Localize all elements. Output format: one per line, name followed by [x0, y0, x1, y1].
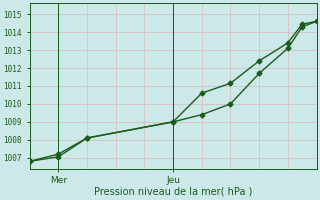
X-axis label: Pression niveau de la mer( hPa ): Pression niveau de la mer( hPa ): [94, 187, 252, 197]
